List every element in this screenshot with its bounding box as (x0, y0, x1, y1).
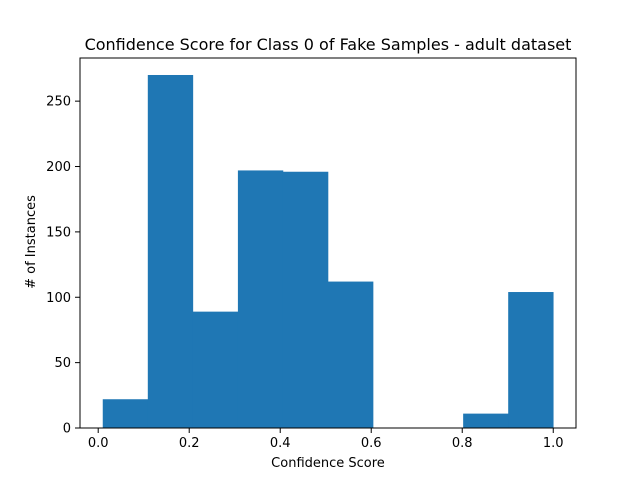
y-tick-label: 100 (46, 291, 71, 306)
x-axis: 0.0 0.2 0.4 0.6 0.8 1.0 (88, 428, 564, 451)
y-axis-label: # of Instances (24, 195, 39, 289)
y-tick-label: 250 (46, 95, 71, 110)
histogram-bar-0 (102, 399, 149, 428)
histogram-bar-2 (192, 311, 239, 428)
y-tick-label: 50 (54, 356, 71, 371)
y-tick-label: 150 (46, 225, 71, 240)
histogram-bar-1 (147, 74, 194, 429)
x-axis-label: Confidence Score (271, 456, 385, 471)
histogram-bar-8 (463, 413, 509, 428)
x-tick-label: 0.4 (270, 436, 291, 451)
chart-title: Confidence Score for Class 0 of Fake Sam… (85, 35, 572, 54)
y-axis: 0 50 100 150 200 250 (46, 95, 80, 437)
bars-group (102, 74, 554, 429)
x-tick-label: 0.2 (179, 436, 200, 451)
y-tick-label: 200 (46, 160, 71, 175)
x-tick-label: 1.0 (543, 436, 564, 451)
x-tick-label: 0.0 (88, 436, 109, 451)
histogram-bar-5 (328, 281, 374, 428)
histogram-bar-9 (508, 292, 554, 428)
histogram-bar-4 (282, 171, 329, 428)
histogram-bar-3 (237, 170, 284, 428)
y-tick-label: 0 (63, 422, 71, 437)
x-tick-label: 0.6 (361, 436, 382, 451)
plot-frame (79, 57, 577, 429)
x-tick-label: 0.8 (452, 436, 473, 451)
